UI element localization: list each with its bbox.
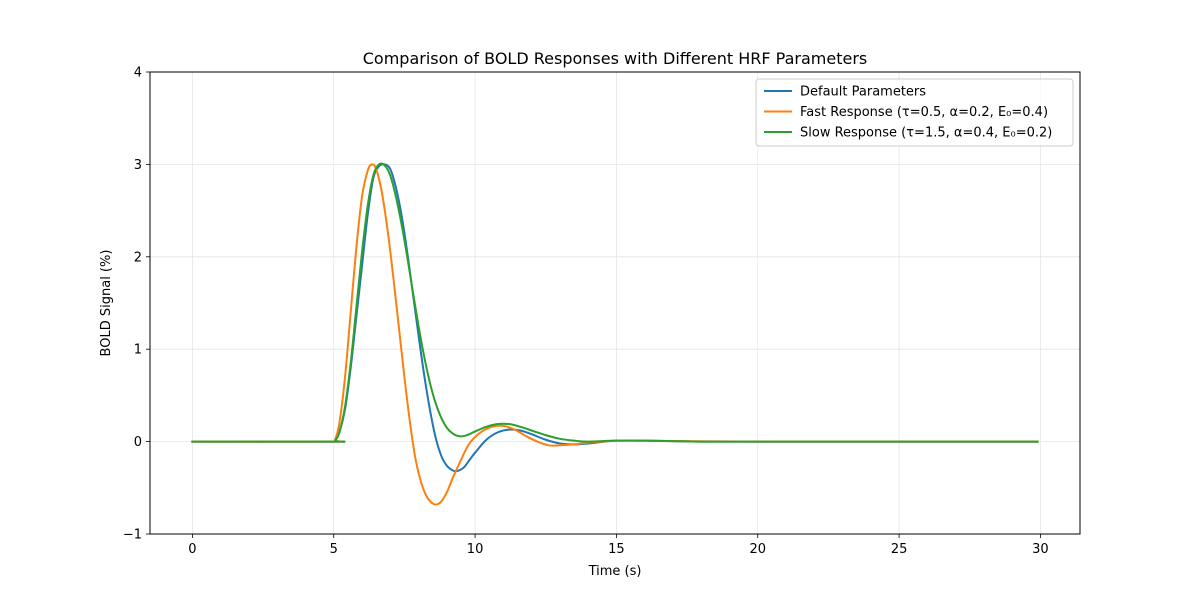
- y-tick-label: 0: [134, 435, 142, 450]
- x-tick-label: 15: [608, 542, 625, 557]
- x-tick-label: 25: [891, 542, 908, 557]
- y-axis-label: BOLD Signal (%): [99, 250, 114, 357]
- y-tick-label: −1: [123, 528, 142, 543]
- legend-label-3: Slow Response (τ=1.5, α=0.4, E₀=0.2): [800, 126, 1052, 141]
- x-tick-label: 10: [467, 542, 484, 557]
- x-tick-label: 0: [188, 542, 196, 557]
- axis-ticks: 0 5 10 15 20 25 30 −1 0 1 2 3 4: [123, 66, 1049, 558]
- x-tick-label: 30: [1032, 542, 1049, 557]
- y-tick-label: 2: [134, 250, 142, 265]
- chart-title: Comparison of BOLD Responses with Differ…: [363, 49, 868, 68]
- series-line-3: [191, 162, 1039, 443]
- x-tick-label: 5: [330, 542, 338, 557]
- legend-label-1: Default Parameters: [800, 85, 926, 100]
- y-tick-label: 1: [134, 343, 142, 358]
- x-tick-label: 20: [749, 542, 766, 557]
- legend: Default Parameters Fast Response (τ=0.5, …: [755, 78, 1074, 147]
- legend-box: [755, 78, 1074, 147]
- y-tick-label: 4: [134, 66, 142, 81]
- x-axis-label: Time (s): [588, 564, 642, 579]
- legend-label-2: Fast Response (τ=0.5, α=0.2, E₀=0.4): [800, 105, 1048, 120]
- series-layer: [191, 162, 1039, 506]
- plot-frame: [149, 71, 1081, 535]
- y-tick-label: 3: [134, 158, 142, 173]
